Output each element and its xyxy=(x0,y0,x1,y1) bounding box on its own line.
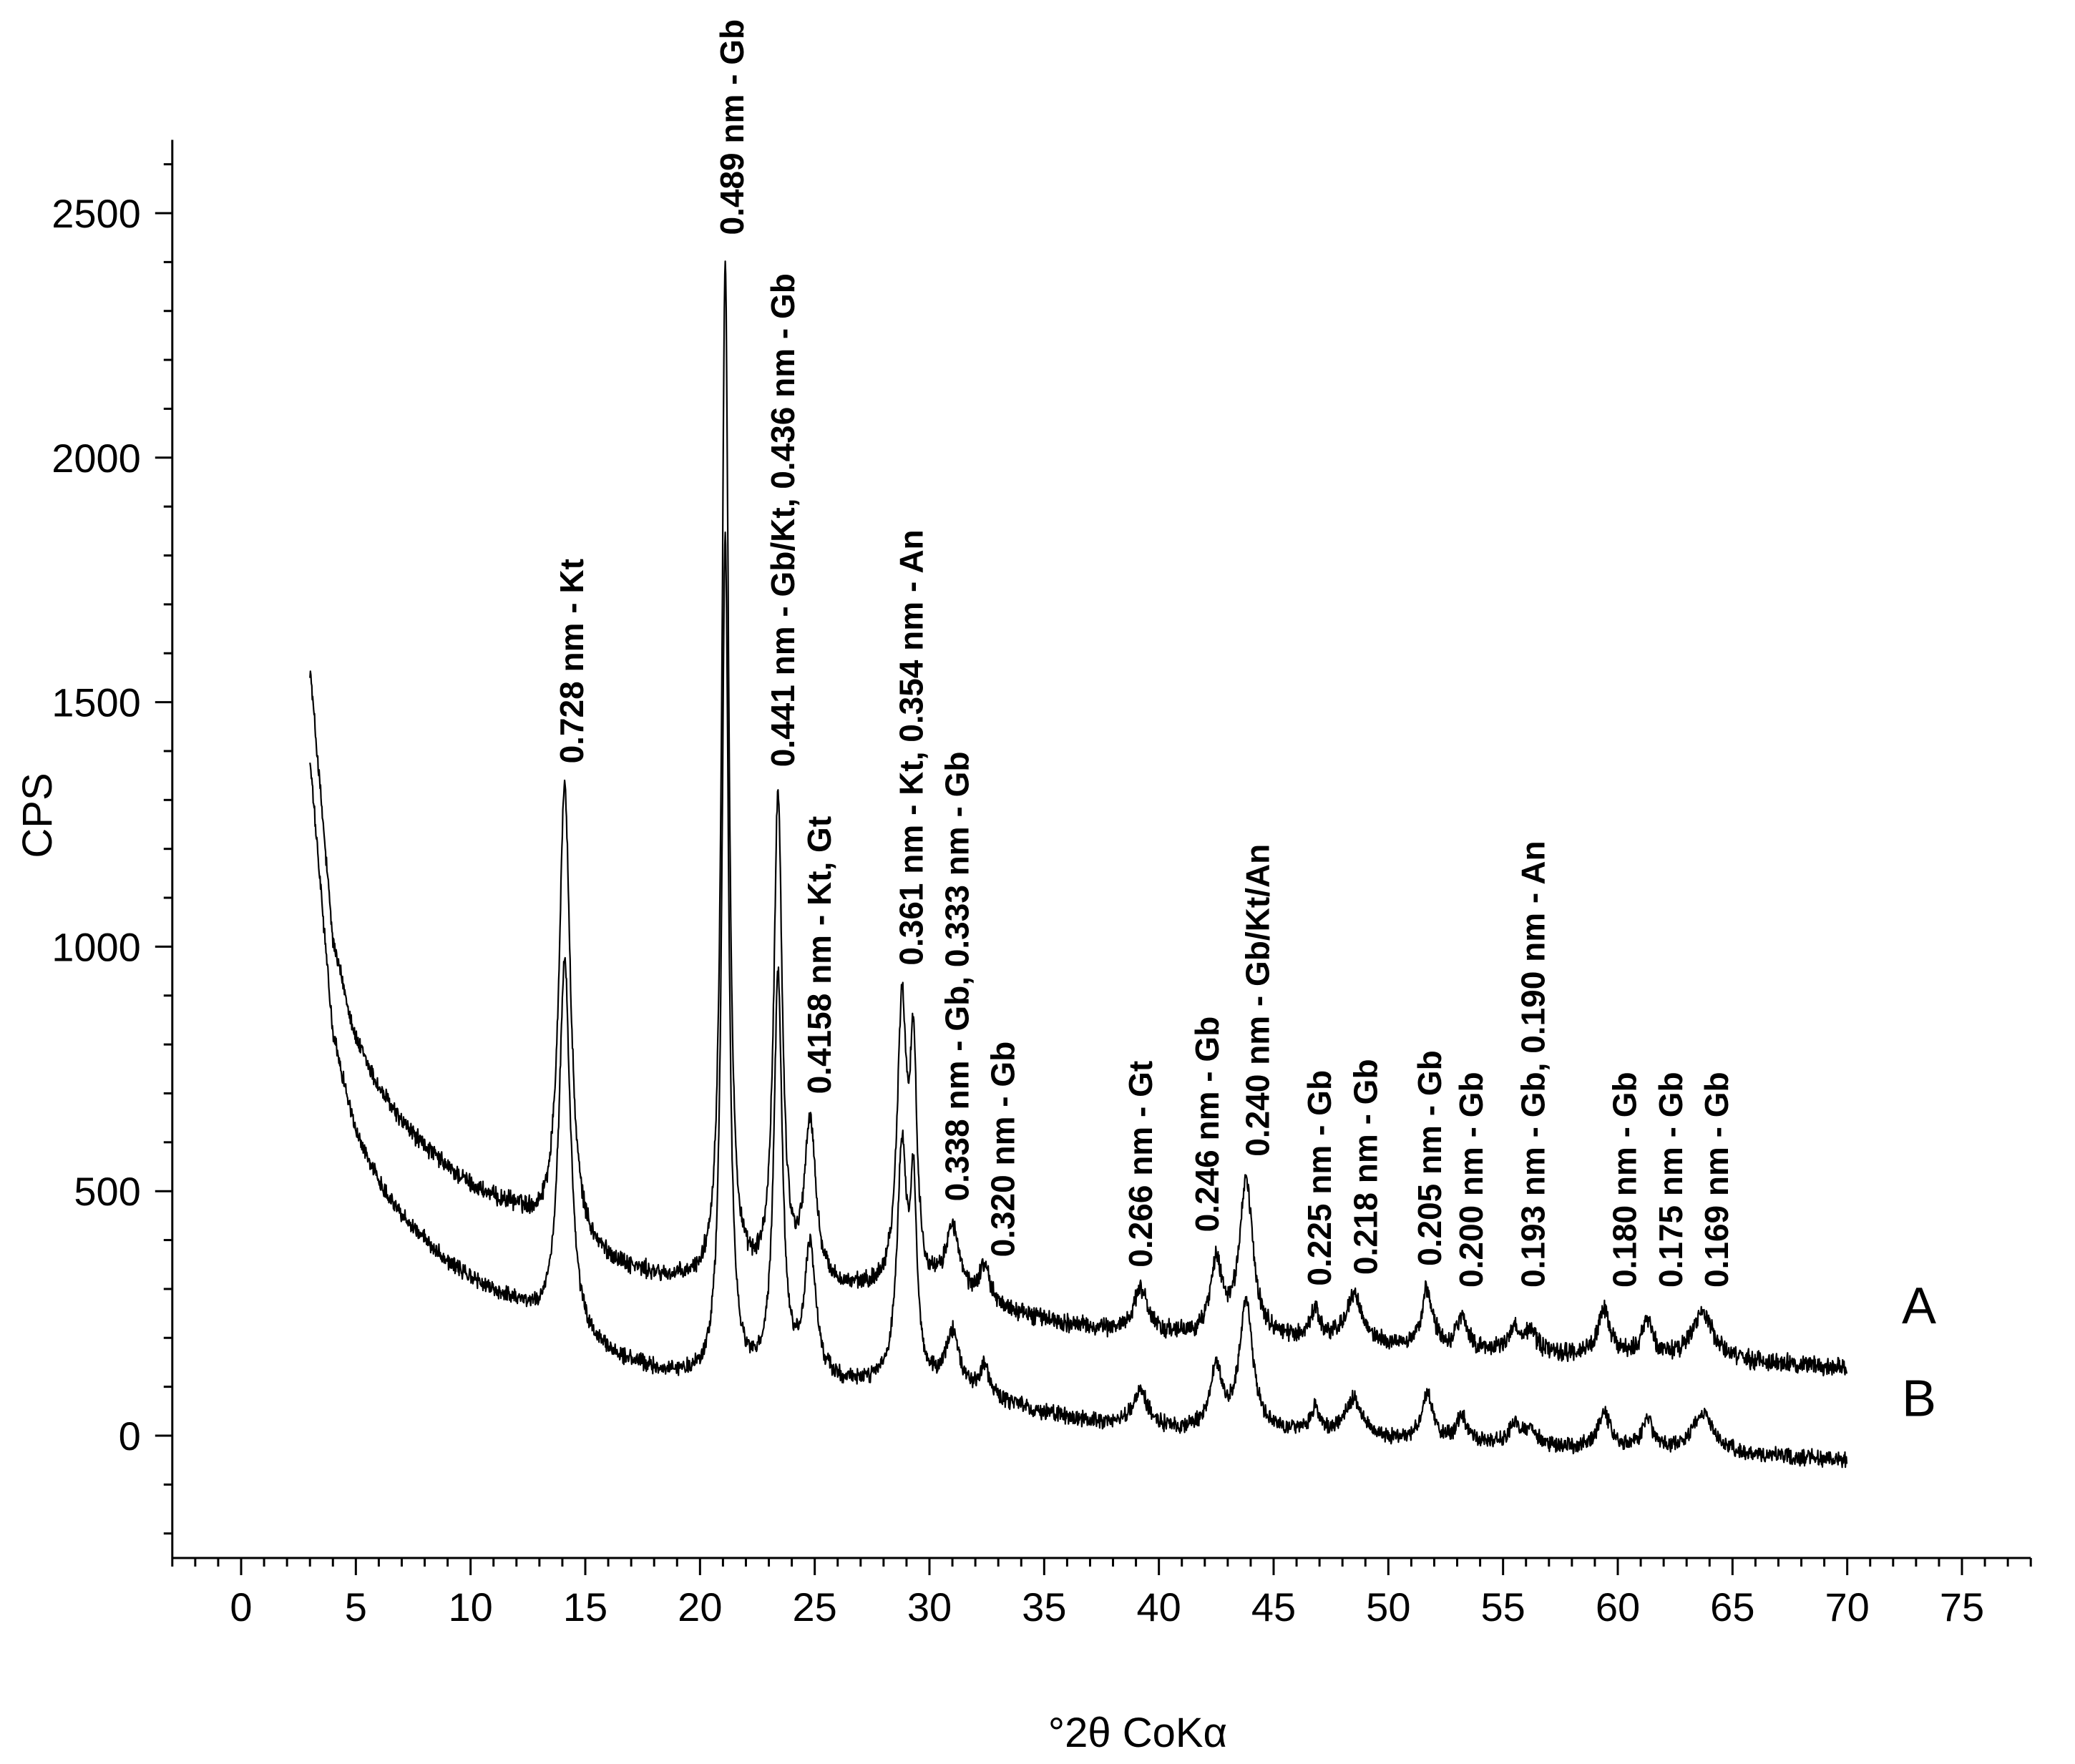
series-A-trace xyxy=(309,260,1848,1377)
y-tick-label: 2000 xyxy=(52,436,141,481)
peak-annotation: 0.169 nm - Gb xyxy=(1698,1072,1735,1288)
y-tick-label: 1000 xyxy=(52,924,141,969)
series-layer: AB xyxy=(309,260,1936,1469)
peak-annotation: 0.441 nm - Gb/Kt, 0.436 nm - Gb xyxy=(764,273,801,767)
peak-annotation: 0.246 nm - Gb xyxy=(1188,1016,1226,1233)
peak-annotation: 0.225 nm - Gb xyxy=(1301,1070,1338,1286)
peak-annotation: 0.266 nm - Gt xyxy=(1122,1061,1159,1268)
peak-annotation: 0.205 nm - Gb xyxy=(1411,1050,1448,1266)
peak-annotation: 0.218 nm - Gb xyxy=(1347,1059,1384,1275)
y-axis-title: CPS xyxy=(14,773,61,858)
x-tick-label: 20 xyxy=(678,1584,722,1630)
x-tick-label: 10 xyxy=(449,1584,493,1630)
x-tick-label: 35 xyxy=(1022,1584,1066,1630)
peak-annotation: 0.240 nm - Gb/Kt/An xyxy=(1239,844,1276,1157)
x-tick-label: 5 xyxy=(345,1584,367,1630)
series-A-label: A xyxy=(1902,1278,1936,1335)
x-axis-title: °2θ CoKα xyxy=(1048,1710,1227,1756)
x-tick-label: 55 xyxy=(1481,1584,1525,1630)
x-tick-label: 15 xyxy=(563,1584,607,1630)
peak-annotation: 0.489 nm - Gb xyxy=(713,19,751,235)
x-tick-label: 75 xyxy=(1940,1584,1984,1630)
peak-annotation: 0.320 nm - Gb xyxy=(985,1042,1022,1258)
x-tick-label: 50 xyxy=(1366,1584,1410,1630)
x-axis: 0 5 10 15 20 25 30 35 40 45 50 55 60 65 70 75 xyxy=(171,1557,2032,1630)
annotation-layer: 0.728 nm - Kt 0.489 nm - Gb 0.441 nm - Gb/… xyxy=(553,19,1735,1288)
x-tick-label: 45 xyxy=(1251,1584,1296,1630)
peak-annotation: 0.175 nm - Gb xyxy=(1652,1072,1689,1288)
x-tick-label: 65 xyxy=(1710,1584,1754,1630)
peak-annotation: 0.180 nm - Gb xyxy=(1606,1072,1644,1288)
peak-annotation: 0.361 nm - Kt, 0.354 nm - An xyxy=(892,529,929,965)
x-tick-label: 0 xyxy=(230,1584,252,1630)
peak-annotation: 0.4158 nm - Kt, Gt xyxy=(801,816,838,1094)
series-B-trace xyxy=(309,531,1848,1469)
y-tick-label: 2500 xyxy=(52,191,141,236)
peak-annotation: 0.200 nm - Gb xyxy=(1452,1072,1490,1288)
x-tick-label: 30 xyxy=(907,1584,952,1630)
peak-annotation: 0.728 nm - Kt xyxy=(553,559,590,763)
x-tick-label: 60 xyxy=(1596,1584,1640,1630)
x-tick-label: 25 xyxy=(793,1584,837,1630)
y-tick-label: 500 xyxy=(74,1169,140,1214)
series-B-label: B xyxy=(1902,1371,1936,1428)
peak-annotation: 0.338 nm - Gb, 0.333 nm - Gb xyxy=(939,752,976,1202)
y-axis: 0 500 1000 1500 2000 2500 xyxy=(52,139,174,1558)
x-tick-label: 40 xyxy=(1137,1584,1181,1630)
y-tick-label: 0 xyxy=(119,1413,141,1459)
peak-annotation: 0.193 nm - Gb, 0.190 nm - An xyxy=(1514,841,1551,1288)
x-tick-label: 70 xyxy=(1825,1584,1870,1630)
y-tick-label: 1500 xyxy=(52,680,141,725)
